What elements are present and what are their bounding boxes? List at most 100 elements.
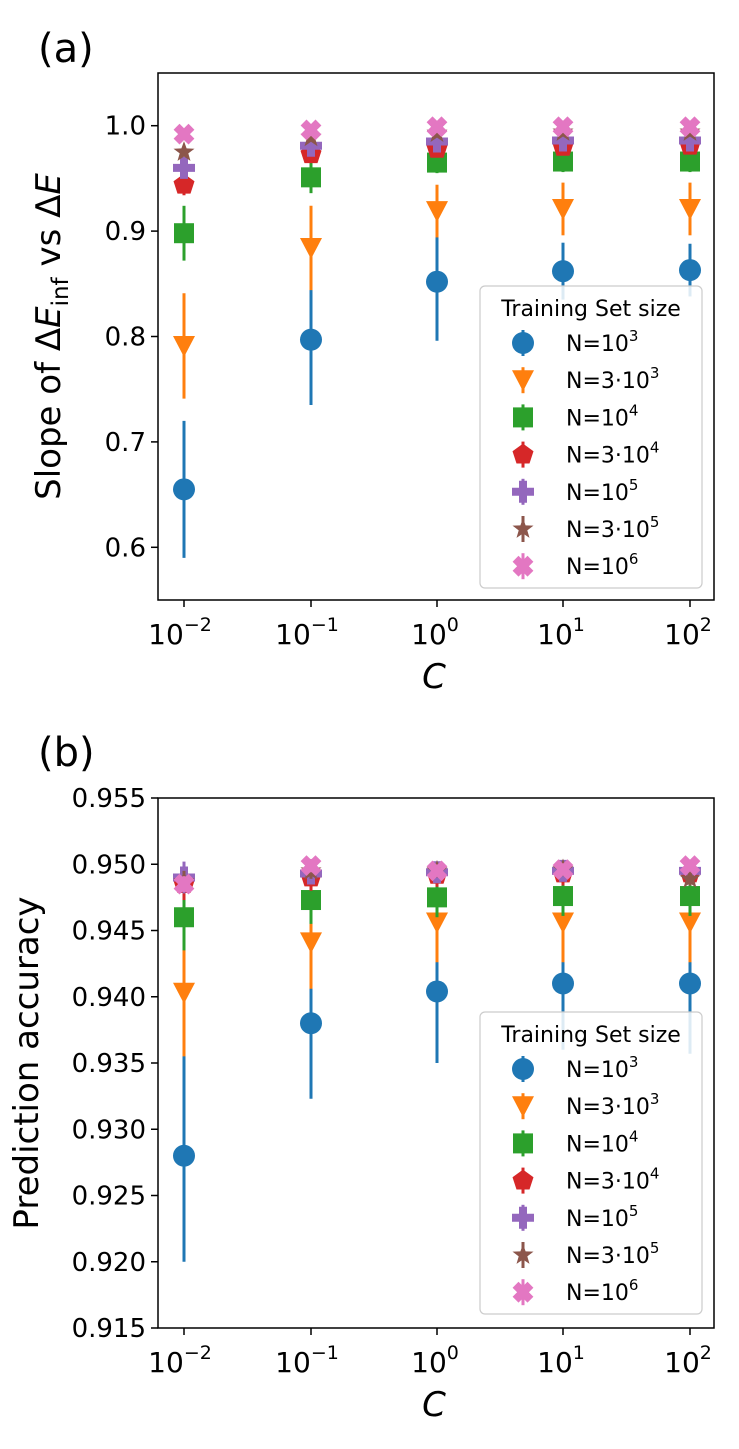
legend-marker [512, 443, 534, 464]
legend-label: N=103 [566, 327, 638, 357]
data-point [300, 328, 322, 351]
y-tick-label: 0.925 [72, 1182, 146, 1212]
y-tick-label: 1.0 [105, 112, 146, 142]
data-point [426, 860, 448, 882]
series-N1e5 [173, 129, 701, 179]
data-point [173, 873, 195, 895]
x-tick-label: 101 [537, 614, 585, 651]
legend-marker [512, 370, 534, 392]
data-point [426, 130, 448, 153]
legend-label: N=3·105 [566, 513, 659, 543]
legend-entry-N3e4: N=3·104 [512, 439, 659, 469]
legend-marker [512, 1244, 534, 1264]
legend-marker [512, 1058, 534, 1080]
series-N1e6 [173, 116, 701, 145]
data-point [552, 260, 574, 283]
x-tick-label: 10−1 [275, 614, 339, 651]
legend-label: N=103 [566, 1053, 638, 1083]
legend-marker [512, 332, 534, 354]
data-point [426, 116, 448, 138]
legend-label: N=104 [566, 401, 638, 431]
data-point [173, 335, 195, 357]
y-tick-label: 0.955 [72, 784, 146, 814]
data-point [553, 151, 573, 172]
data-point [552, 198, 574, 220]
data-point [174, 907, 194, 928]
y-tick-label: 0.920 [72, 1248, 146, 1278]
legend: Training Set size N=103 N=3·103 N=104 N=3·10… [479, 1011, 703, 1315]
panel-label: (b) [38, 730, 95, 776]
legend-marker [513, 1133, 533, 1154]
legend-marker [512, 555, 534, 577]
data-point [680, 886, 700, 907]
x-tick-label: 100 [411, 614, 459, 651]
legend-label: N=3·103 [566, 364, 659, 394]
data-point [426, 270, 448, 293]
data-point [300, 1012, 322, 1035]
x-tick-label: 10−2 [148, 1342, 212, 1379]
x-tick-label: 102 [664, 1342, 712, 1379]
data-point [552, 859, 574, 880]
x-axis-label: C [422, 657, 446, 697]
legend-entry-N3e4: N=3·104 [512, 1165, 659, 1195]
data-point [300, 126, 322, 147]
data-point [173, 478, 195, 501]
legend-entry-N3e5: N=3·105 [512, 513, 659, 543]
data-point [300, 134, 322, 157]
legend-entry-N1e6: N=106 [512, 1276, 638, 1306]
legend-entry-N1e4: N=104 [513, 401, 638, 431]
legend-label: N=104 [566, 1127, 638, 1157]
x-tick-label: 10−2 [148, 614, 212, 651]
legend-label: N=105 [566, 1202, 638, 1232]
x-axis-label: C [422, 1385, 446, 1425]
legend-marker [512, 1096, 534, 1118]
legend-marker [512, 480, 534, 503]
series-N1e3 [173, 222, 701, 558]
legend-marker [513, 407, 533, 428]
legend-marker [512, 1169, 534, 1190]
legend: Training Set size N=103 N=3·103 N=104 N=3·10… [479, 285, 703, 589]
data-point [553, 886, 573, 907]
data-point [173, 1144, 195, 1167]
y-tick-label: 0.9 [105, 217, 146, 247]
y-tick-label: 0.935 [72, 1049, 146, 1079]
legend-label: N=3·104 [566, 1165, 659, 1195]
data-point [300, 119, 322, 141]
data-point [174, 223, 194, 244]
y-axis-label: Slope of ΔEinf vs ΔE [29, 173, 74, 500]
data-point [426, 980, 448, 1003]
data-point [173, 173, 195, 194]
data-point [426, 912, 448, 934]
data-point [173, 982, 195, 1004]
data-point [680, 151, 700, 172]
data-point [300, 932, 322, 954]
legend-entry-N1e5: N=105 [512, 1202, 638, 1232]
legend-label: N=3·103 [566, 1090, 659, 1120]
data-point [173, 141, 195, 161]
legend-entry-N1e4: N=104 [513, 1127, 638, 1157]
legend-entry-N3e3: N=3·103 [512, 364, 659, 394]
data-point [679, 198, 701, 220]
data-point [173, 156, 195, 179]
legend-label: N=3·104 [566, 439, 659, 469]
series-N3e3 [173, 182, 701, 399]
data-point [552, 129, 574, 152]
legend-marker [512, 1281, 534, 1303]
legend-marker [512, 1206, 534, 1229]
legend-label: N=3·105 [566, 1239, 659, 1269]
data-point [679, 259, 701, 282]
data-point [301, 167, 321, 188]
legend-label: N=106 [566, 550, 638, 580]
series-N1e4 [174, 150, 700, 261]
y-tick-label: 0.8 [105, 323, 146, 353]
data-point [173, 123, 195, 145]
x-tick-label: 10−1 [275, 1342, 339, 1379]
data-point [300, 237, 322, 259]
data-point [679, 116, 701, 138]
y-tick-label: 0.950 [72, 850, 146, 880]
y-axis-label: Prediction accuracy [7, 896, 47, 1229]
series-N1e6 [173, 855, 701, 895]
legend-box [479, 1011, 703, 1315]
data-point [552, 912, 574, 934]
panel-label: (a) [38, 26, 94, 72]
